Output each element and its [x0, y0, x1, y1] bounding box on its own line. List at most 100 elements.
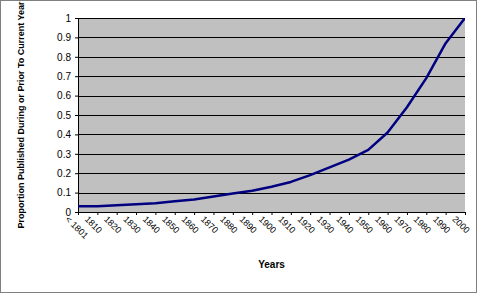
- x-tick: 1820: [102, 212, 123, 235]
- x-tick-label: 1840: [141, 214, 162, 235]
- x-tick: 1960: [373, 212, 394, 235]
- y-tick-label: 0.8: [57, 52, 71, 63]
- x-tick: < 1801: [63, 212, 90, 241]
- x-tick-mark: [117, 212, 118, 215]
- x-tick-label: 1860: [180, 214, 201, 235]
- x-tick: 1950: [354, 212, 375, 235]
- y-tick-label: 0.6: [57, 90, 71, 101]
- x-tick-label: 1960: [373, 214, 394, 235]
- x-tick: 1830: [121, 212, 142, 235]
- y-tick: 0.5: [57, 110, 78, 121]
- x-tick: 1930: [315, 212, 336, 235]
- x-tick-label: 1810: [83, 214, 104, 235]
- y-tick-mark: [75, 134, 78, 135]
- x-tick-mark: [175, 212, 176, 215]
- x-tick-label: 1940: [334, 214, 355, 235]
- y-tick-mark: [75, 18, 78, 19]
- y-tick-label: 0.9: [57, 32, 71, 43]
- y-tick-label: 0.2: [57, 168, 71, 179]
- x-tick: 1870: [199, 212, 220, 235]
- plot-marks: [78, 18, 465, 206]
- y-tick: 0.4: [57, 129, 78, 140]
- grid: [78, 19, 465, 213]
- x-tick-label: 1900: [257, 214, 278, 235]
- x-tick-label: 2000: [450, 214, 471, 235]
- grid-line: [78, 154, 465, 155]
- x-tick: 1940: [334, 212, 355, 235]
- y-tick: 0.1: [57, 187, 78, 198]
- x-tick-mark: [330, 212, 331, 215]
- x-tick-label: 1910: [276, 214, 297, 235]
- x-tick-mark: [407, 212, 408, 215]
- y-tick-mark: [75, 212, 78, 213]
- x-tick-label: 1850: [160, 214, 181, 235]
- x-tick-label: 1820: [102, 214, 123, 235]
- x-tick: 1970: [392, 212, 413, 235]
- x-tick-mark: [194, 212, 195, 215]
- x-tick: 1880: [218, 212, 239, 235]
- y-tick: 0.3: [57, 149, 78, 160]
- x-tick: 1980: [412, 212, 433, 235]
- y-tick-mark: [75, 57, 78, 58]
- x-tick-label: 1980: [412, 214, 433, 235]
- y-tick-mark: [75, 37, 78, 38]
- x-tick-mark: [213, 212, 214, 215]
- x-axis-title: Years: [258, 259, 285, 270]
- x-tick: 1840: [141, 212, 162, 235]
- x-tick-mark: [368, 212, 369, 215]
- x-tick: 1920: [296, 212, 317, 235]
- y-tick-mark: [75, 154, 78, 155]
- y-tick-mark: [75, 115, 78, 116]
- grid-line: [78, 134, 465, 135]
- x-tick-label: 1880: [218, 214, 239, 235]
- y-tick-label: 0.3: [57, 149, 71, 160]
- x-tick-mark: [310, 212, 311, 215]
- grid-line: [78, 76, 465, 77]
- y-tick-mark: [75, 76, 78, 77]
- grid-line: [78, 18, 465, 19]
- x-tick-mark: [349, 212, 350, 215]
- x-tick-mark: [155, 212, 156, 215]
- grid-line: [78, 193, 465, 194]
- y-tick-label: 0.1: [57, 187, 71, 198]
- x-tick-label: 1920: [296, 214, 317, 235]
- grid-line: [78, 57, 465, 58]
- plot-background: [78, 18, 465, 212]
- y-tick-label: 0.7: [57, 71, 71, 82]
- y-tick: 0.2: [57, 168, 78, 179]
- y-tick-label: 1: [65, 13, 71, 24]
- x-tick-label: 1990: [431, 214, 452, 235]
- x-tick-mark: [136, 212, 137, 215]
- x-tick-mark: [97, 212, 98, 215]
- y-tick-label: 0.4: [57, 129, 71, 140]
- y-tick-mark: [75, 193, 78, 194]
- y-tick: 0.8: [57, 52, 78, 63]
- data-line: [78, 18, 465, 206]
- x-tick: 2000: [450, 212, 471, 235]
- y-tick-label: 0.5: [57, 110, 71, 121]
- x-tick-label: 1870: [199, 214, 220, 235]
- x-tick-mark: [388, 212, 389, 215]
- x-tick: 1900: [257, 212, 278, 235]
- grid-line: [78, 173, 465, 174]
- chart-frame: [1, 1, 477, 293]
- y-tick: 0.7: [57, 71, 78, 82]
- x-tick-mark: [291, 212, 292, 215]
- y-tick-mark: [75, 173, 78, 174]
- x-tick-label: 1970: [392, 214, 413, 235]
- y-axis-line: [75, 19, 79, 213]
- x-tick: 1990: [431, 212, 452, 235]
- x-tick: 1860: [180, 212, 201, 235]
- x-tick-label: 1830: [121, 214, 142, 235]
- x-tick-mark: [252, 212, 253, 215]
- y-axis-title: Proportion Published During or Prior To …: [16, 1, 26, 229]
- x-tick-mark: [233, 212, 234, 215]
- chart: 00.10.20.30.40.50.60.70.80.91< 180118101…: [0, 0, 477, 293]
- x-tick: 1810: [83, 212, 104, 235]
- x-axis-line: [79, 213, 466, 216]
- y-tick-mark: [75, 96, 78, 97]
- x-tick-mark: [446, 212, 447, 215]
- y-axis: 00.10.20.30.40.50.60.70.80.91: [57, 13, 78, 218]
- x-tick: 1910: [276, 212, 297, 235]
- x-axis: < 18011810182018301840185018601870188018…: [63, 212, 471, 241]
